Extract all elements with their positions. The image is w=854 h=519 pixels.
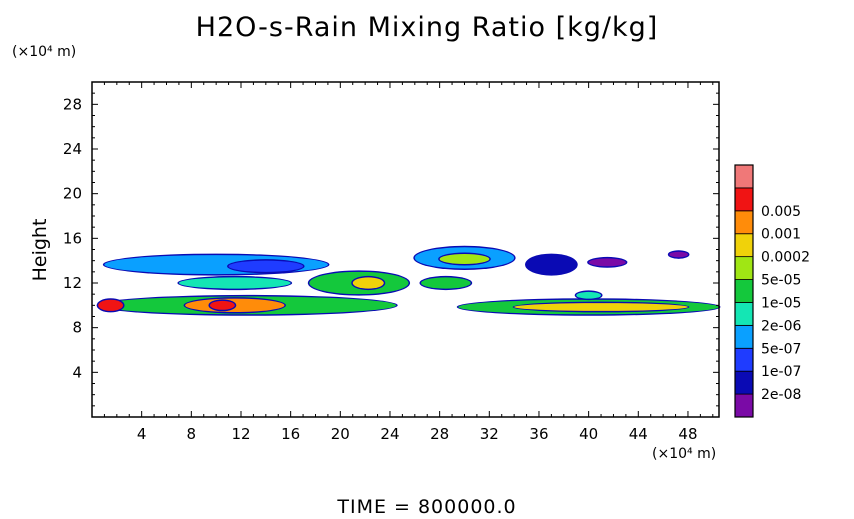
x-tick-label: 4 [137, 425, 147, 443]
legend-swatch [734, 210, 754, 235]
legend-swatch [734, 256, 754, 280]
contour-region [178, 277, 291, 289]
legend-swatch [734, 302, 754, 326]
x-tick-label: 28 [430, 425, 449, 443]
contour-region [439, 253, 490, 265]
contour-region [421, 277, 471, 289]
contour-region [209, 300, 235, 310]
legend-swatch [734, 324, 754, 349]
contour-region [526, 255, 577, 275]
x-tick-label: 20 [331, 425, 350, 443]
x-tick-label: 32 [480, 425, 499, 443]
legend-swatch [734, 164, 754, 189]
y-tick-label: 4 [72, 363, 82, 381]
legend-swatch [734, 233, 754, 258]
y-tick-label: 16 [63, 229, 82, 247]
legend-frame [734, 164, 754, 418]
legend-label: 2e-08 [761, 387, 801, 403]
legend-swatch [734, 279, 754, 303]
legend-swatch [734, 393, 754, 418]
legend-label: 0.001 [761, 227, 801, 243]
x-tick-label: 44 [629, 425, 648, 443]
chart-title: H2O-s-Rain Mixing Ratio [kg/kg] [195, 12, 659, 43]
contour-region [576, 291, 602, 299]
x-tick-label: 24 [380, 425, 399, 443]
contour-region [98, 299, 124, 311]
legend-label: 0.0002 [761, 250, 810, 266]
x-tick-label: 40 [579, 425, 598, 443]
x-tick-label: 12 [231, 425, 250, 443]
legend-swatch [734, 370, 754, 395]
color-legend: 2e-08 1e-07 5e-07 2e-06 1e-05 5e-05 0.0002 0.00… [734, 164, 810, 418]
contour-region [514, 303, 688, 311]
y-tick-label: 12 [63, 274, 82, 292]
y-tick-label: 8 [72, 319, 82, 337]
legend-swatch [734, 187, 754, 212]
plot-frame [91, 81, 720, 418]
x-tick-label: 36 [529, 425, 548, 443]
x-tick-label: 16 [281, 425, 300, 443]
y-tick-label: 24 [63, 140, 82, 158]
legend-label: 5e-07 [761, 341, 801, 357]
contour-region [669, 251, 688, 258]
y-tick-label: 28 [63, 95, 82, 113]
x-tick-label: 48 [678, 425, 697, 443]
legend-label: 2e-06 [761, 318, 801, 334]
contour-region [352, 277, 384, 289]
contour-region [588, 258, 626, 267]
y-tick-label: 20 [63, 185, 82, 203]
legend-label: 5e-05 [761, 273, 801, 289]
contour-region [228, 260, 304, 272]
y-axis-unit: (×10⁴ m) [12, 44, 77, 60]
legend-label: 1e-05 [761, 295, 801, 311]
legend-label: 1e-07 [761, 364, 801, 380]
plot-area [96, 245, 721, 316]
x-axis-unit: (×10⁴ m) [652, 446, 717, 462]
legend-label: 0.005 [761, 204, 801, 220]
x-tick-label: 8 [187, 425, 197, 443]
time-label: TIME = 800000.0 [337, 496, 517, 518]
legend-swatch [734, 347, 754, 372]
